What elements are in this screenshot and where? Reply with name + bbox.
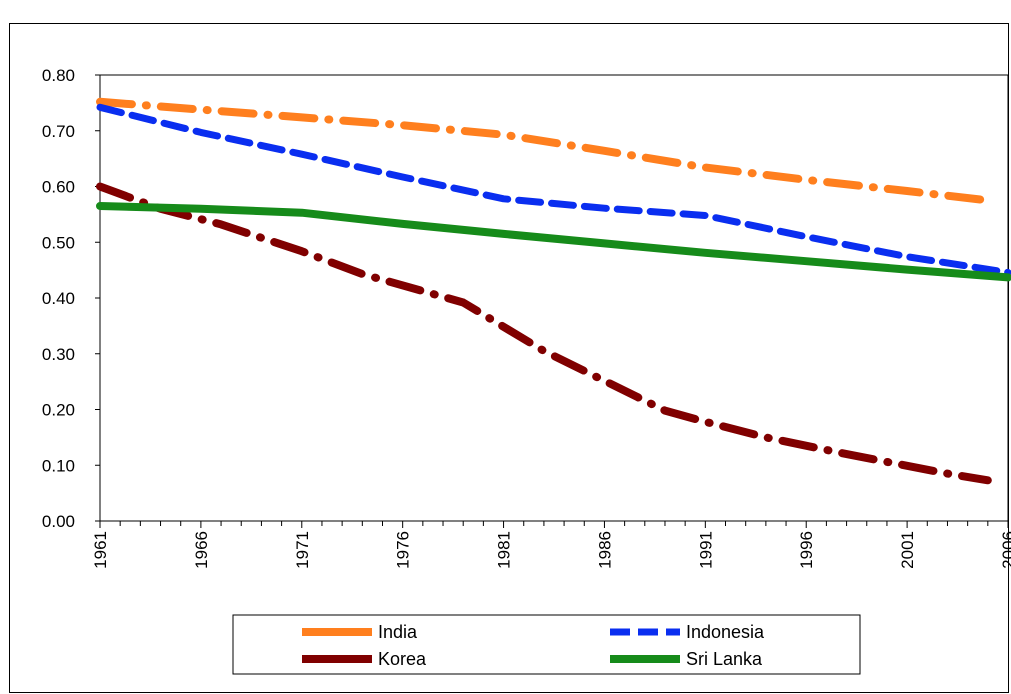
y-tick-label: 0.40 — [42, 289, 75, 308]
legend: India Indonesia Korea Sri Lanka — [232, 614, 861, 675]
series-line-korea — [96, 182, 992, 485]
y-tick-label: 0.60 — [42, 178, 75, 197]
legend-box — [232, 614, 861, 675]
legend-label-korea: Korea — [378, 649, 427, 669]
series-line-indonesia — [96, 103, 1011, 276]
x-tick-label: 2006 — [999, 531, 1011, 569]
legend-label-indonesia: Indonesia — [686, 622, 765, 642]
y-tick-label: 0.50 — [42, 233, 75, 252]
series-line-sri-lanka — [96, 202, 1011, 282]
x-tick-label: 1986 — [595, 531, 614, 569]
x-axis: 1961 1966 1971 1976 1981 1986 1991 1996 2001 2006 — [91, 521, 1011, 569]
series-line-india — [96, 97, 992, 205]
x-tick-label: 1996 — [797, 531, 816, 569]
x-tick-label: 1971 — [293, 531, 312, 569]
y-tick-label: 0.70 — [42, 122, 75, 141]
y-axis: 0.00 0.10 0.20 0.30 0.40 0.50 0.60 0.70 0.80 — [42, 66, 100, 531]
x-tick-label: 1961 — [91, 531, 110, 569]
legend-label-india: India — [378, 622, 418, 642]
y-tick-label: 0.20 — [42, 401, 75, 420]
y-tick-label: 0.00 — [42, 512, 75, 531]
x-tick-label: 1966 — [192, 531, 211, 569]
series-layer — [96, 97, 1011, 485]
y-tick-label: 0.80 — [42, 66, 75, 85]
y-tick-label: 0.10 — [42, 456, 75, 475]
x-tick-label: 1976 — [394, 531, 413, 569]
x-tick-label: 2001 — [898, 531, 917, 569]
legend-label-sri-lanka: Sri Lanka — [686, 649, 763, 669]
y-tick-label: 0.30 — [42, 345, 75, 364]
x-tick-label: 1991 — [696, 531, 715, 569]
x-tick-label: 1981 — [495, 531, 514, 569]
